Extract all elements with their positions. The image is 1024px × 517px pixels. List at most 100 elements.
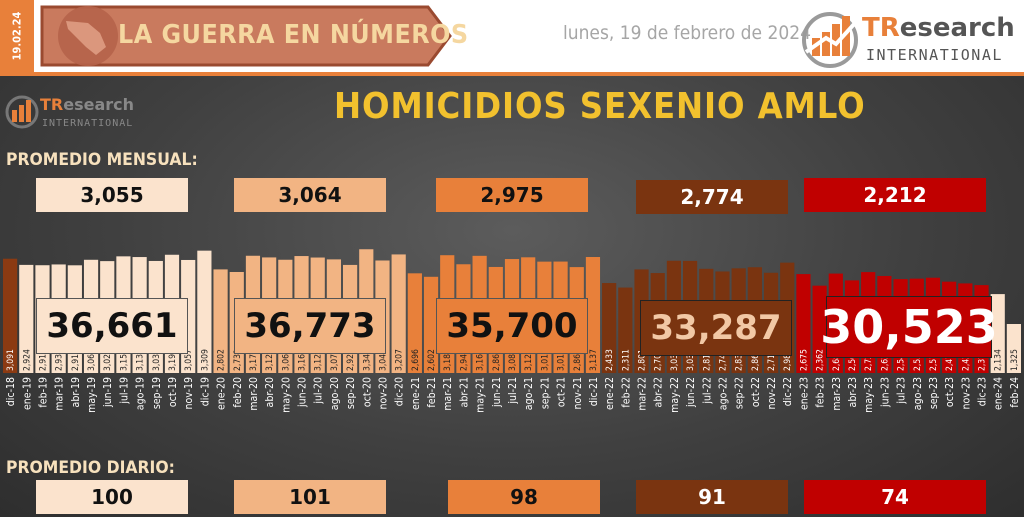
bar-value-label: 2,602 xyxy=(427,349,437,371)
bar-value-label: 2,915 xyxy=(38,349,48,371)
bar-value-label: 2,936 xyxy=(55,349,65,371)
bar-value-label: 3,026 xyxy=(103,349,113,371)
x-tick-label: may-23 xyxy=(863,377,875,413)
bar-value-label: 3,155 xyxy=(119,349,129,371)
daily-average-label: PROMEDIO DIARIO: xyxy=(6,458,175,478)
x-tick-label: jun-19 xyxy=(102,377,114,408)
x-tick-label: oct-23 xyxy=(944,377,956,407)
tresearch-logo: TResearch INTERNATIONAL xyxy=(802,12,1015,68)
x-tick-label: dic-21 xyxy=(588,377,600,406)
bar-value-label: 2,802 xyxy=(217,349,227,371)
svg-text:INTERNATIONAL: INTERNATIONAL xyxy=(42,118,133,129)
bar-value-label: 3,126 xyxy=(265,349,275,371)
bar-ene-23 xyxy=(796,274,811,373)
x-tick-label: may-21 xyxy=(475,377,487,413)
bar-feb-22 xyxy=(618,287,633,373)
monthly-average-box-5: 2,212 xyxy=(804,178,986,212)
x-tick-label: oct-19 xyxy=(167,377,179,407)
bar-value-label: 3,036 xyxy=(670,349,680,371)
banner-title: LA GUERRA EN NÚMEROS xyxy=(118,20,469,50)
bar-value-label: 2,433 xyxy=(605,349,615,371)
bar-value-label: 3,163 xyxy=(298,349,308,371)
bar-value-label: 2,941 xyxy=(459,349,469,371)
bar-feb-24 xyxy=(1006,324,1021,373)
bar-value-label: 2,831 xyxy=(735,349,745,371)
x-tick-label: jul-21 xyxy=(507,377,519,405)
x-tick-label: feb-19 xyxy=(37,377,49,408)
bar-value-label: 2,924 xyxy=(22,349,32,371)
x-tick-label: ago-20 xyxy=(329,377,341,410)
x-tick-label: jul-19 xyxy=(118,377,130,405)
bar-value-label: 3,309 xyxy=(200,349,210,371)
x-tick-label: jun-23 xyxy=(879,377,891,408)
period-total-box-4: 33,287 xyxy=(640,300,792,356)
chart-title: HOMICIDIOS SEXENIO AMLO xyxy=(334,86,866,127)
bar-dic-20 xyxy=(391,254,406,373)
x-tick-label: jul-23 xyxy=(896,377,908,405)
x-tick-label: abr-19 xyxy=(70,377,82,407)
bar-value-label: 2,675 xyxy=(799,349,809,371)
bar-ene-21 xyxy=(407,273,422,373)
bar-value-label: 3,014 xyxy=(557,349,567,371)
daily-average-box-1: 100 xyxy=(36,480,188,514)
bar-value-label: 3,032 xyxy=(686,349,696,371)
x-tick-label: ago-19 xyxy=(135,377,147,410)
bar-value-label: 2,311 xyxy=(621,349,631,371)
x-tick-label: mar-21 xyxy=(442,377,454,411)
x-tick-label: ene-19 xyxy=(21,377,33,410)
bar-value-label: 3,012 xyxy=(540,349,550,371)
x-tick-label: ene-20 xyxy=(216,377,228,410)
x-tick-label: oct-20 xyxy=(361,377,373,407)
bar-value-label: 2,801 xyxy=(638,349,648,371)
bar-value-label: 2,689 xyxy=(832,349,842,371)
x-tick-label: sep-19 xyxy=(151,377,163,409)
x-tick-label: mar-19 xyxy=(54,377,66,411)
bar-value-label: 2,362 xyxy=(816,349,826,371)
bar-value-label: 1,325 xyxy=(1010,349,1020,371)
bar-value-label: 2,729 xyxy=(864,349,874,371)
x-tick-label: abr-22 xyxy=(653,377,665,407)
x-tick-label: feb-20 xyxy=(232,377,244,408)
bar-value-label: 3,207 xyxy=(395,349,405,371)
bar-value-label: 3,129 xyxy=(524,349,534,371)
date-side-tag: 19.02.24 xyxy=(0,0,34,72)
bar-value-label: 2,711 xyxy=(767,349,777,371)
bar-feb-21 xyxy=(423,276,439,373)
x-tick-label: nov-19 xyxy=(183,377,195,410)
mexico-map-icon xyxy=(66,21,106,55)
x-tick-label: feb-23 xyxy=(815,377,827,408)
x-tick-label: sep-21 xyxy=(539,377,551,409)
bar-value-label: 2,868 xyxy=(492,349,502,371)
x-tick-label: mar-22 xyxy=(637,377,649,411)
bar-value-label: 3,091 xyxy=(6,349,16,371)
x-tick-label: ene-21 xyxy=(410,377,422,410)
x-tick-label: jun-21 xyxy=(491,377,503,408)
bar-value-label: 2,860 xyxy=(751,349,761,371)
bar-value-label: 3,137 xyxy=(589,349,599,371)
period-total-box-5: 30,523 xyxy=(820,296,998,358)
bar-value-label: 3,198 xyxy=(168,349,178,371)
bar-value-label: 2,624 xyxy=(880,349,890,371)
bar-value-label: 2,540 xyxy=(897,349,907,371)
bar-value-label: 2,470 xyxy=(945,349,955,371)
monthly-average-box-2: 3,064 xyxy=(234,178,386,212)
svg-text:TResearch: TResearch xyxy=(862,13,1015,43)
bar-value-label: 3,169 xyxy=(476,349,486,371)
x-tick-label: may-19 xyxy=(86,377,98,413)
daily-average-box-4: 91 xyxy=(636,480,788,514)
monthly-average-box-1: 3,055 xyxy=(36,178,188,212)
bar-feb-23 xyxy=(812,285,827,373)
bar-value-label: 3,136 xyxy=(136,349,146,371)
svg-text:INTERNATIONAL: INTERNATIONAL xyxy=(866,46,1003,64)
x-tick-label: ene-22 xyxy=(604,377,616,410)
monthly-average-box-3: 2,975 xyxy=(436,178,588,212)
x-tick-label: mar-20 xyxy=(248,377,260,411)
monthly-average-label: PROMEDIO MENSUAL: xyxy=(6,150,198,170)
bar-value-label: 2,577 xyxy=(929,349,939,371)
bar-value-label: 2,696 xyxy=(411,349,421,371)
x-tick-label: nov-23 xyxy=(960,377,972,410)
x-tick-label: dic-22 xyxy=(782,377,794,406)
x-tick-label: may-20 xyxy=(280,377,292,413)
bar-ene-20 xyxy=(213,269,228,373)
x-tick-label: may-22 xyxy=(669,377,681,413)
